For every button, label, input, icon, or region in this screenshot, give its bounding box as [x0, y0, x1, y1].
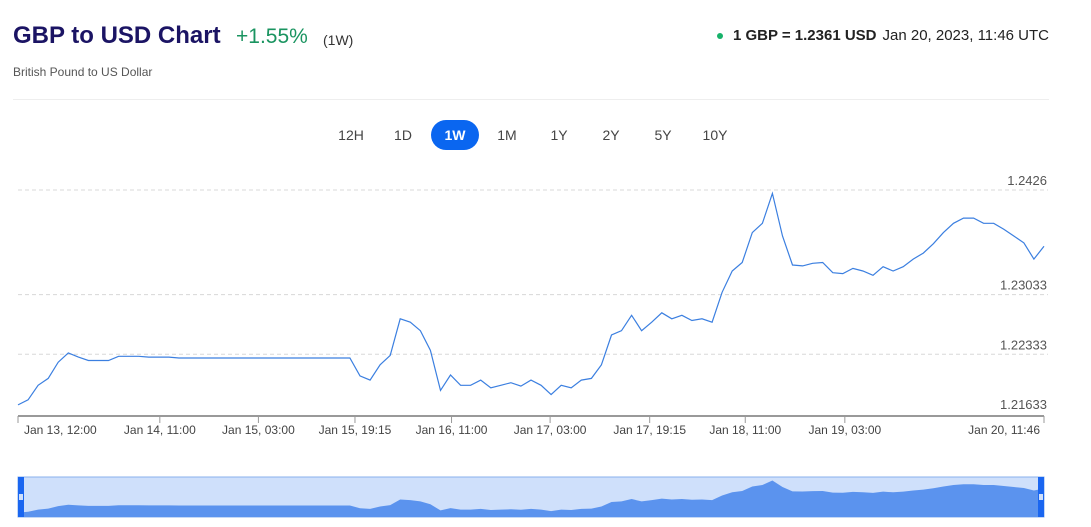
range-10y[interactable]: 10Y: [702, 127, 728, 143]
range-1y[interactable]: 1Y: [550, 127, 568, 143]
subtitle: British Pound to US Dollar: [13, 65, 153, 79]
y-tick-label: 1.23033: [1000, 278, 1047, 293]
rate-value: 1 GBP = 1.2361 USD: [732, 27, 877, 44]
range-5y[interactable]: 5Y: [654, 127, 672, 143]
x-tick-label: Jan 17, 03:00: [514, 423, 587, 437]
percent-change: +1.55%: [236, 25, 308, 48]
x-tick-label: Jan 20, 11:46: [968, 423, 1040, 437]
range-12h[interactable]: 12H: [338, 127, 364, 143]
x-tick-label: Jan 17, 19:15: [613, 423, 686, 437]
page-title: GBP to USD Chart: [13, 22, 221, 49]
x-tick-label: Jan 15, 19:15: [319, 423, 392, 437]
x-tick-label: Jan 16, 11:00: [416, 423, 488, 437]
y-tick-label: 1.21633: [1000, 397, 1047, 412]
range-1w[interactable]: 1W: [431, 120, 479, 150]
handle-grip-icon: [1039, 494, 1043, 500]
x-tick-label: Jan 13, 12:00: [24, 423, 97, 437]
x-tick-label: Jan 19, 03:00: [808, 423, 881, 437]
range-1d[interactable]: 1D: [394, 127, 412, 143]
current-rate: 1 GBP = 1.2361 USD Jan 20, 2023, 11:46 U…: [716, 27, 1050, 44]
y-tick-label: 1.2426: [1007, 173, 1047, 188]
x-tick-label: Jan 18, 11:00: [709, 423, 781, 437]
range-selector: 12H 1D 1W 1M 1Y 2Y 5Y 10Y: [325, 120, 741, 150]
divider: [13, 99, 1049, 100]
rate-timestamp: Jan 20, 2023, 11:46 UTC: [882, 27, 1050, 44]
handle-grip-icon: [19, 494, 23, 500]
rate-line: [17, 191, 1045, 406]
x-tick-label: Jan 15, 03:00: [222, 423, 295, 437]
live-dot-icon: [716, 32, 723, 39]
y-tick-label: 1.22333: [1000, 337, 1047, 352]
navigator-area: [18, 480, 1044, 517]
range-1m[interactable]: 1M: [497, 127, 517, 143]
x-tick-label: Jan 14, 11:00: [124, 423, 196, 437]
change-period: (1W): [323, 32, 354, 48]
range-2y[interactable]: 2Y: [602, 127, 620, 143]
